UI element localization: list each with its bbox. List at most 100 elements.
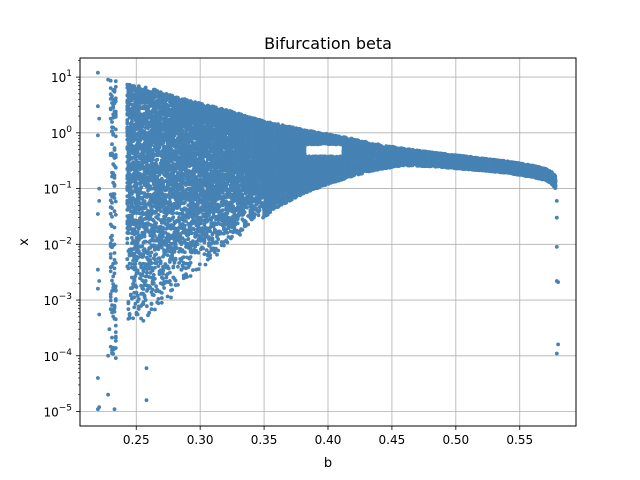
data-point — [220, 208, 225, 213]
data-point — [209, 140, 214, 145]
data-point — [125, 236, 130, 241]
data-point — [126, 228, 131, 232]
data-point — [215, 240, 219, 245]
data-point — [145, 304, 149, 309]
data-point — [153, 265, 157, 270]
data-point — [154, 252, 159, 257]
data-point — [176, 283, 180, 287]
data-point — [193, 235, 198, 239]
data-point — [201, 246, 206, 251]
data-point — [126, 266, 131, 270]
data-point — [125, 257, 130, 261]
data-point — [136, 297, 141, 301]
data-point — [149, 261, 154, 265]
data-point — [156, 301, 161, 306]
data-point — [151, 281, 156, 286]
data-point — [130, 98, 134, 103]
data-point — [174, 246, 179, 251]
data-point — [168, 260, 172, 264]
data-point — [155, 157, 160, 162]
data-point — [192, 227, 196, 232]
data-point — [170, 288, 175, 292]
data-point — [177, 217, 182, 222]
data-point — [165, 253, 170, 257]
data-point — [126, 307, 131, 311]
data-point — [133, 262, 138, 266]
data-point — [132, 279, 137, 283]
data-point — [173, 278, 178, 283]
data-point — [126, 231, 131, 236]
data-point — [149, 302, 154, 306]
data-point — [135, 268, 140, 273]
data-point — [195, 242, 200, 247]
data-point — [176, 264, 180, 269]
data-point — [142, 234, 147, 239]
data-point — [145, 270, 149, 275]
data-point — [128, 185, 133, 189]
data-point — [140, 244, 145, 249]
data-point — [171, 211, 176, 215]
data-point — [143, 239, 148, 244]
data-point — [189, 231, 194, 235]
data-point — [181, 255, 186, 259]
data-point — [159, 296, 164, 300]
data-point — [133, 265, 138, 270]
data-point — [188, 255, 193, 259]
data-point — [214, 105, 218, 110]
data-point — [143, 278, 148, 283]
scatter-points — [96, 70, 560, 412]
data-point — [142, 200, 147, 204]
data-point — [132, 295, 137, 300]
data-point — [127, 313, 132, 317]
data-point — [154, 221, 159, 226]
data-point — [224, 199, 229, 204]
data-point — [141, 287, 146, 291]
data-point — [203, 262, 208, 267]
data-point — [185, 274, 190, 279]
data-point — [180, 185, 185, 190]
data-point — [218, 194, 223, 199]
data-point — [215, 252, 219, 257]
data-point — [208, 253, 213, 258]
data-point — [181, 177, 186, 182]
data-point — [197, 262, 202, 267]
data-point — [132, 305, 137, 310]
data-point — [159, 300, 164, 305]
data-point — [216, 248, 221, 253]
data-point — [161, 276, 165, 281]
data-point — [169, 282, 173, 287]
data-point — [161, 227, 165, 232]
data-point — [169, 295, 173, 300]
data-point — [156, 213, 161, 217]
data-point — [143, 298, 148, 302]
data-point — [182, 223, 187, 228]
data-point — [225, 230, 230, 235]
data-point — [127, 153, 132, 158]
data-point — [216, 237, 221, 242]
data-point — [148, 254, 153, 258]
data-point — [142, 191, 147, 196]
data-point — [188, 274, 193, 278]
data-point — [125, 121, 130, 126]
data-point — [139, 186, 144, 190]
data-point — [182, 250, 187, 255]
data-point — [155, 260, 160, 264]
data-point — [168, 279, 172, 283]
data-point — [184, 164, 188, 169]
data-point — [222, 243, 226, 248]
data-point — [180, 210, 185, 215]
data-point — [142, 293, 147, 298]
data-point — [135, 293, 140, 298]
data-point — [150, 268, 155, 273]
data-point — [125, 241, 130, 246]
data-point — [126, 301, 131, 306]
data-point — [191, 268, 195, 272]
data-point — [149, 307, 154, 312]
data-point — [173, 257, 178, 262]
data-point — [196, 250, 201, 255]
data-point — [147, 310, 152, 315]
data-point — [128, 292, 133, 297]
data-point — [188, 260, 193, 265]
